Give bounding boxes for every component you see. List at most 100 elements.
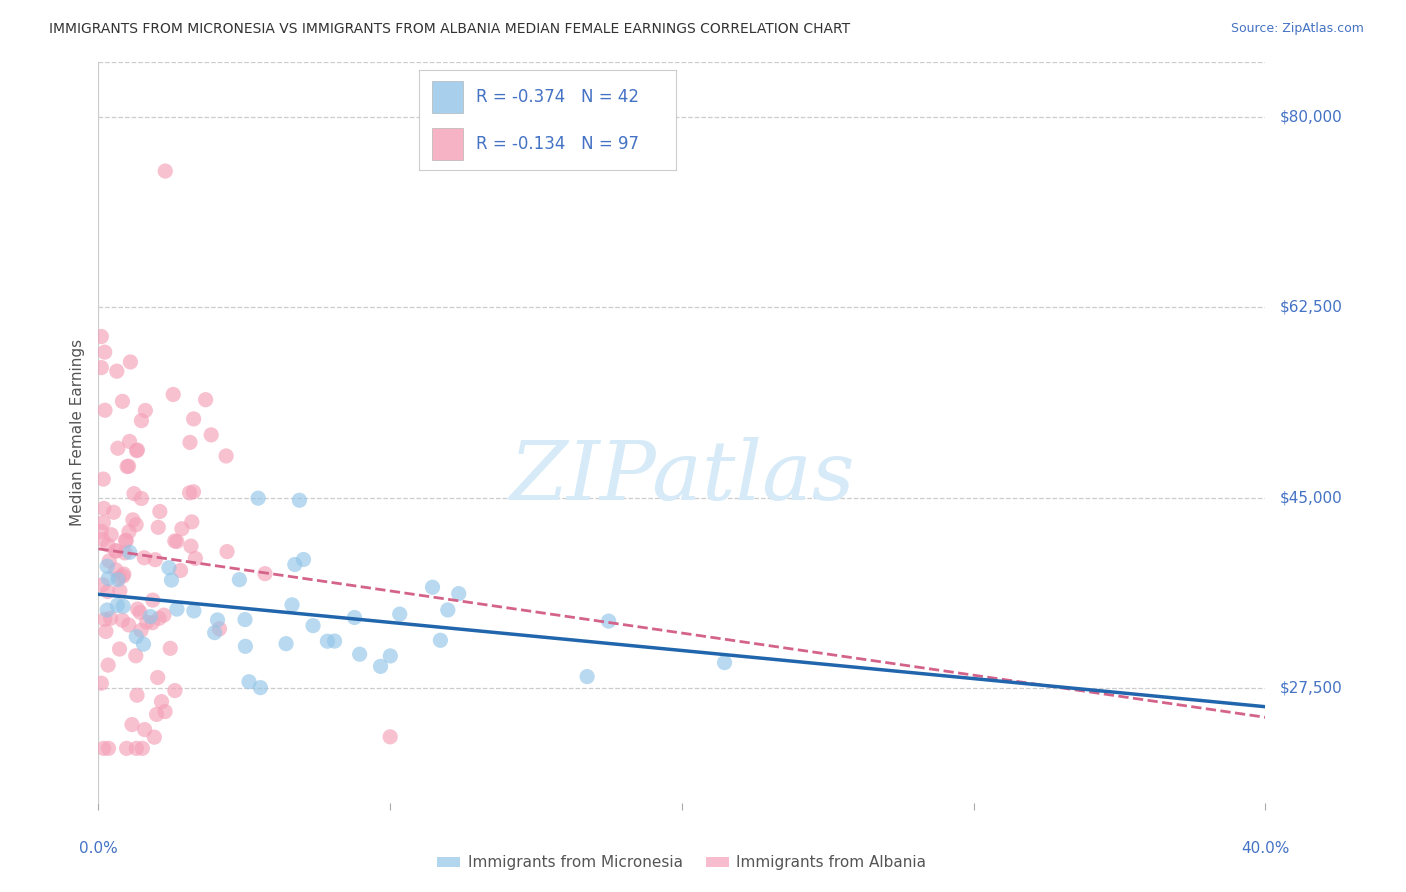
Point — [103, 505, 125, 519]
Y-axis label: Median Female Earnings: Median Female Earnings — [69, 339, 84, 526]
Text: Source: ZipAtlas.com: Source: ZipAtlas.com — [1230, 22, 1364, 36]
Point — [117, 459, 139, 474]
Point — [90, 524, 112, 539]
Point — [131, 491, 153, 506]
Point — [90, 360, 112, 375]
Point — [215, 544, 238, 558]
Point — [105, 364, 128, 378]
Point — [169, 564, 191, 578]
Point — [380, 730, 402, 744]
Point — [129, 624, 152, 638]
Text: IMMIGRANTS FROM MICRONESIA VS IMMIGRANTS FROM ALBANIA MEDIAN FEMALE EARNINGS COR: IMMIGRANTS FROM MICRONESIA VS IMMIGRANTS… — [49, 22, 851, 37]
Point — [343, 610, 366, 624]
Text: $80,000: $80,000 — [1279, 110, 1343, 124]
Point — [380, 648, 402, 663]
Point — [235, 640, 257, 654]
Point — [148, 611, 170, 625]
Point — [447, 586, 470, 600]
Point — [107, 441, 129, 455]
Point — [370, 659, 392, 673]
Point — [93, 501, 115, 516]
Point — [104, 563, 127, 577]
Point — [132, 637, 155, 651]
Point — [302, 618, 325, 632]
Point — [437, 603, 460, 617]
Point — [598, 614, 620, 628]
Point — [166, 602, 188, 616]
Point — [129, 605, 152, 619]
Point — [91, 578, 114, 592]
Point — [292, 552, 315, 566]
Point — [94, 624, 117, 639]
Point — [114, 533, 136, 548]
Point — [150, 695, 173, 709]
Point — [160, 573, 183, 587]
Point — [125, 443, 148, 458]
Point — [284, 558, 307, 572]
Point — [91, 516, 114, 530]
Point — [115, 741, 138, 756]
Point — [281, 598, 304, 612]
Point — [96, 559, 118, 574]
Text: ZIPatlas: ZIPatlas — [509, 437, 855, 517]
Point — [288, 493, 311, 508]
Point — [112, 599, 135, 614]
Point — [125, 517, 148, 532]
Point — [149, 504, 172, 518]
Point — [145, 707, 167, 722]
Point — [179, 486, 201, 500]
Point — [238, 674, 260, 689]
Point — [91, 472, 114, 486]
Point — [142, 593, 165, 607]
Point — [153, 705, 176, 719]
Point — [134, 550, 156, 565]
Point — [122, 513, 145, 527]
Point — [146, 671, 169, 685]
Point — [97, 741, 120, 756]
Point — [180, 515, 202, 529]
Point — [93, 741, 115, 756]
Text: $27,500: $27,500 — [1279, 681, 1343, 696]
Point — [105, 599, 128, 613]
Point — [208, 622, 231, 636]
Point — [184, 551, 207, 566]
Point — [107, 573, 129, 587]
Point — [112, 567, 135, 582]
Point — [183, 484, 205, 499]
Legend: Immigrants from Micronesia, Immigrants from Albania: Immigrants from Micronesia, Immigrants f… — [432, 849, 932, 877]
Point — [194, 392, 217, 407]
Point — [316, 634, 339, 648]
Point — [134, 403, 156, 417]
Point — [125, 741, 148, 756]
Point — [115, 533, 138, 548]
Point — [115, 459, 138, 474]
Point — [127, 443, 149, 458]
Point — [108, 583, 131, 598]
Point — [90, 676, 112, 690]
Point — [143, 552, 166, 566]
Point — [249, 681, 271, 695]
Point — [121, 717, 143, 731]
Point — [125, 688, 148, 702]
Point — [97, 658, 120, 673]
Point — [713, 656, 735, 670]
Point — [388, 607, 411, 621]
Point — [247, 491, 270, 505]
Point — [183, 604, 205, 618]
Point — [104, 543, 127, 558]
Point — [159, 641, 181, 656]
Point — [141, 615, 163, 630]
Point — [111, 394, 134, 409]
Point — [100, 611, 122, 625]
Text: $62,500: $62,500 — [1279, 300, 1343, 315]
Point — [215, 449, 238, 463]
Point — [108, 570, 131, 584]
Point — [170, 522, 193, 536]
Point — [111, 613, 134, 627]
Point — [97, 538, 120, 552]
Point — [274, 637, 297, 651]
Point — [155, 164, 177, 178]
Point — [166, 534, 188, 549]
Point — [118, 524, 141, 539]
Point — [120, 355, 142, 369]
